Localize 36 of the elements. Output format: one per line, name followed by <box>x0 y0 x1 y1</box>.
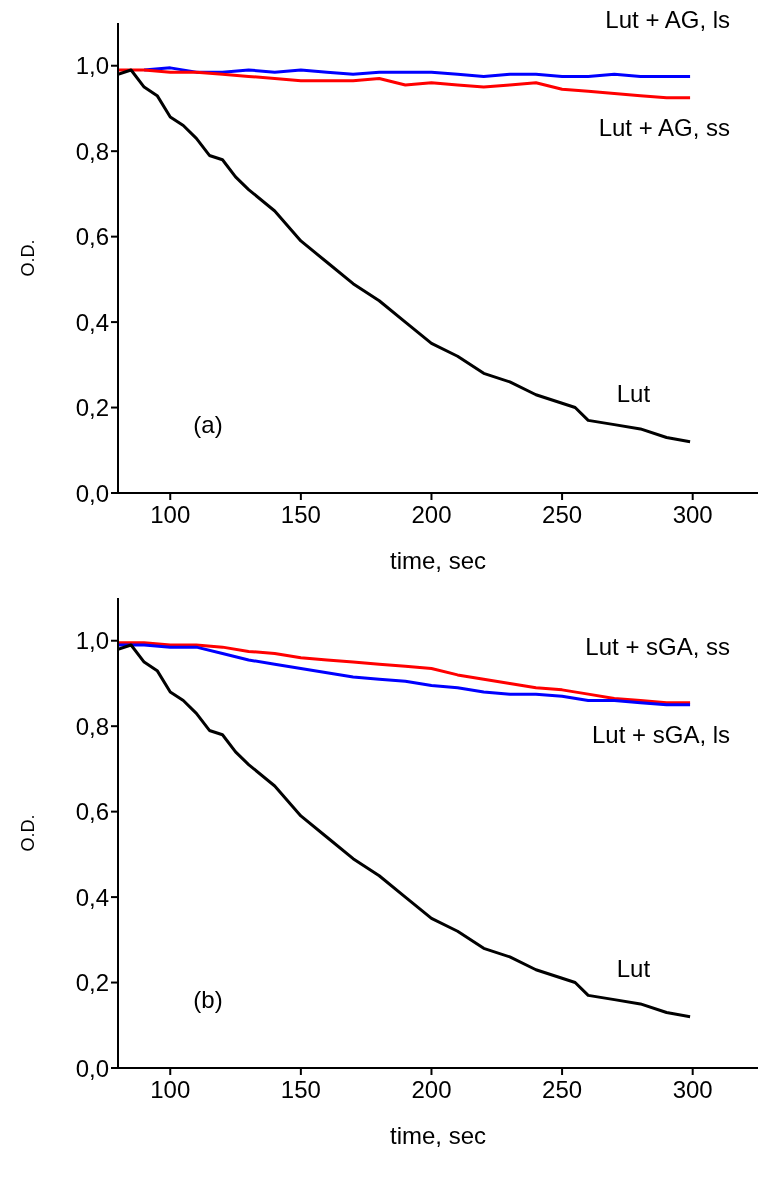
x-tick-label: 100 <box>150 1076 191 1104</box>
series-label: Lut + sGA, ss <box>585 632 731 660</box>
series-label: Lut + sGA, ls <box>592 720 731 748</box>
y-tick-label: 1,0 <box>75 52 109 80</box>
y-tick-label: 0,2 <box>75 969 109 997</box>
series-label: Lut <box>616 954 651 982</box>
x-tick-label: 300 <box>672 501 713 529</box>
y-axis-title: O.D. <box>18 239 39 277</box>
y-tick-label: 0,2 <box>75 394 109 422</box>
y-axis-title: O.D. <box>18 814 39 852</box>
y-tick-label: 0,8 <box>75 137 109 165</box>
annotation: (a) <box>193 411 223 438</box>
y-tick-label: 0,0 <box>75 479 109 507</box>
annotation: (b) <box>193 986 223 1013</box>
series-label: Lut + AG, ss <box>598 113 731 141</box>
line-series <box>118 68 692 100</box>
x-tick-label: 150 <box>280 1076 321 1104</box>
x-tick-label: 150 <box>280 501 321 529</box>
y-tick-label: 0,6 <box>75 223 109 251</box>
x-tick-label: 300 <box>672 1076 713 1104</box>
x-axis-title: time, sec <box>389 1122 487 1149</box>
y-tick-label: 0,4 <box>75 308 109 336</box>
x-tick-label: 200 <box>411 1076 452 1104</box>
series-label: Lut + AG, ls <box>605 6 731 34</box>
x-tick-label: 250 <box>542 1076 583 1104</box>
y-tick-label: 1,0 <box>75 627 109 655</box>
x-tick-label: 100 <box>150 501 191 529</box>
x-tick-label: 200 <box>411 501 452 529</box>
y-tick-label: 0,8 <box>75 712 109 740</box>
y-tick-label: 0,6 <box>75 798 109 826</box>
y-tick-label: 0,4 <box>75 883 109 911</box>
line-series <box>142 66 692 78</box>
x-axis-title: time, sec <box>389 547 487 574</box>
series-label: Lut <box>616 379 651 407</box>
y-tick-label: 0,0 <box>75 1054 109 1082</box>
x-tick-label: 250 <box>542 501 583 529</box>
